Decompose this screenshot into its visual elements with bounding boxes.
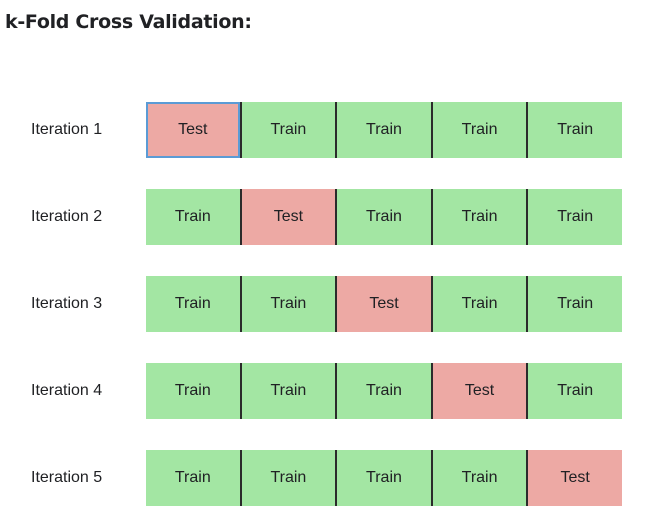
fold-train: Train [146, 450, 240, 506]
fold-train: Train [526, 276, 622, 332]
iteration-label: Iteration 1 [31, 121, 103, 138]
iteration-label: Iteration 3 [31, 295, 103, 312]
fold-train: Train [239, 450, 336, 506]
iteration-row: Iteration 5 Train Train Train Train Test [0, 450, 649, 506]
iteration-row: Iteration 1 Test Train Train Train Train [0, 102, 649, 158]
fold-train: Train [239, 276, 336, 332]
fold-train: Train [146, 189, 240, 245]
fold-strip: Test Train Train Train Train [146, 102, 622, 158]
fold-train: Train [335, 102, 431, 158]
iteration-label: Iteration 4 [31, 382, 103, 399]
iteration-row: Iteration 2 Train Test Train Train Train [0, 189, 649, 245]
fold-strip: Train Train Test Train Train [146, 276, 622, 332]
fold-test[interactable]: Test [146, 102, 240, 158]
fold-strip: Train Test Train Train Train [146, 189, 622, 245]
iteration-row: Iteration 3 Train Train Test Train Train [0, 276, 649, 332]
fold-train: Train [526, 102, 622, 158]
fold-test: Test [335, 276, 431, 332]
fold-test: Test [239, 189, 336, 245]
fold-strip: Train Train Train Test Train [146, 363, 622, 419]
fold-train: Train [430, 450, 527, 506]
fold-train: Train [146, 276, 240, 332]
fold-train: Train [526, 189, 622, 245]
fold-train: Train [335, 450, 431, 506]
iteration-label: Iteration 5 [31, 469, 103, 486]
fold-test: Test [430, 363, 527, 419]
fold-train: Train [430, 102, 527, 158]
fold-train: Train [239, 102, 336, 158]
fold-train: Train [335, 363, 431, 419]
fold-train: Train [526, 363, 622, 419]
diagram-title: k-Fold Cross Validation: [5, 11, 252, 33]
fold-train: Train [335, 189, 431, 245]
iteration-row: Iteration 4 Train Train Train Test Train [0, 363, 649, 419]
fold-train: Train [146, 363, 240, 419]
fold-train: Train [430, 276, 527, 332]
fold-strip: Train Train Train Train Test [146, 450, 622, 506]
iteration-label: Iteration 2 [31, 208, 103, 225]
fold-train: Train [430, 189, 527, 245]
fold-test: Test [526, 450, 622, 506]
fold-train: Train [239, 363, 336, 419]
